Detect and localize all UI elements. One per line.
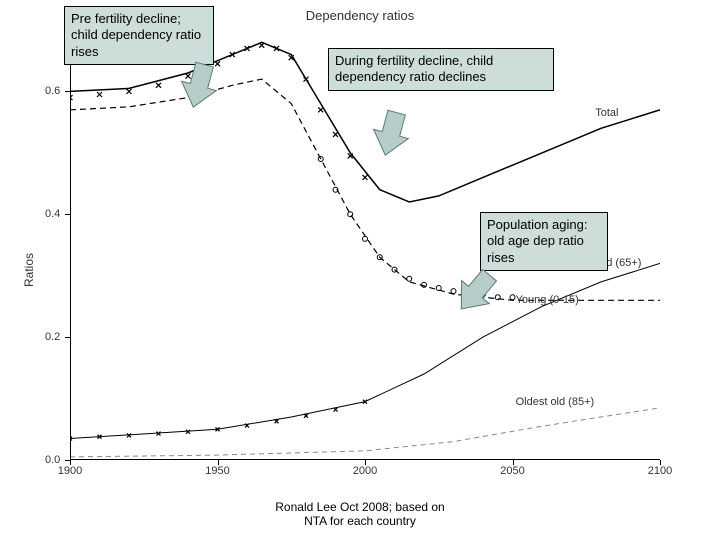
y-tick-mark (65, 214, 70, 215)
y-tick-label: 0.6 (45, 85, 60, 97)
series-label-young: Young (0-15) (516, 294, 579, 306)
chart-title: Dependency ratios (306, 8, 414, 23)
series-label-total: Total (595, 107, 618, 119)
callout-population-aging: Population aging: old age dep ratio rise… (480, 212, 608, 271)
x-tick-label: 2050 (500, 465, 524, 477)
y-tick-mark (65, 337, 70, 338)
x-tick-label: 1900 (58, 465, 82, 477)
x-tick-mark (218, 460, 219, 465)
x-tick-mark (513, 460, 514, 465)
x-tick-label: 2100 (648, 465, 672, 477)
callout-pre-fertility: Pre fertility decline; child dependency … (64, 6, 214, 65)
x-tick-mark (365, 460, 366, 465)
y-tick-label: 0.4 (45, 208, 60, 220)
caption: Ronald Lee Oct 2008; based on NTA for ea… (275, 500, 444, 528)
y-tick-mark (65, 91, 70, 92)
x-tick-label: 2000 (353, 465, 377, 477)
y-tick-label: 0.2 (45, 331, 60, 343)
x-tick-mark (70, 460, 71, 465)
callout-during-decline: During fertility decline, child dependen… (328, 48, 554, 91)
series-label-old85: Oldest old (85+) (516, 396, 595, 408)
x-tick-label: 1950 (205, 465, 229, 477)
y-axis-title: Ratios (22, 253, 36, 287)
x-tick-mark (660, 460, 661, 465)
